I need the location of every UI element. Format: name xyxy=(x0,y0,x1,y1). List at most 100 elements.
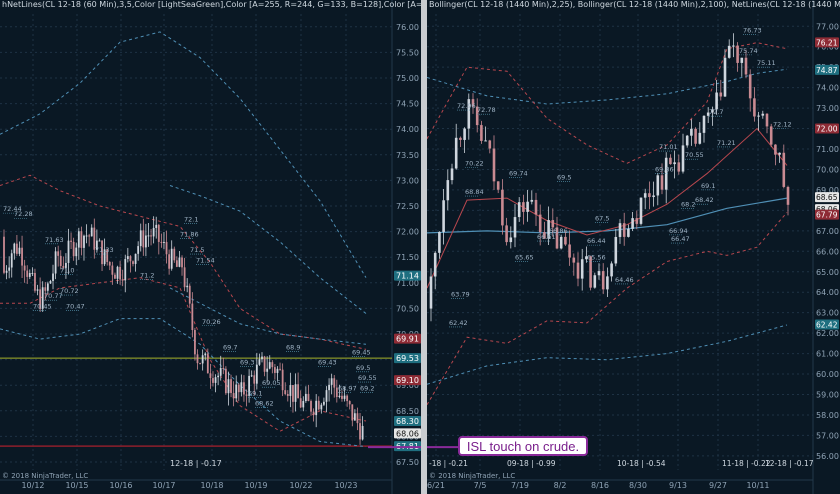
candle-body xyxy=(39,289,42,309)
x-tick-label: 8/30 xyxy=(629,481,647,490)
candle-body xyxy=(580,259,584,279)
candle-body xyxy=(551,220,555,228)
level-annotation: 63.79 xyxy=(451,290,470,298)
candle-body xyxy=(711,109,714,113)
candle-body xyxy=(8,267,11,271)
y-tick-label: 58.00 xyxy=(816,411,839,420)
candle-body xyxy=(281,369,284,391)
price-label: 69.10 xyxy=(396,376,419,385)
price-label: 69.91 xyxy=(396,335,419,344)
candle-body xyxy=(145,235,147,248)
candle-body xyxy=(606,276,609,290)
y-tick-label: 74.50 xyxy=(396,100,419,109)
level-annotation: 65.65 xyxy=(515,253,534,261)
level-annotation: 71.0 xyxy=(60,267,74,275)
candle-body xyxy=(359,423,361,440)
level-annotation: 69.43 xyxy=(318,359,337,367)
y-tick-label: 74.00 xyxy=(396,125,419,134)
candle-body xyxy=(232,393,235,399)
candle-body xyxy=(631,218,634,229)
y-tick-label: 71.00 xyxy=(816,145,839,154)
candle-body xyxy=(576,262,580,279)
copyright-label: © 2018 NinjaTrader, LLC xyxy=(2,472,88,480)
candle-body xyxy=(204,353,207,356)
y-tick-label: 70.50 xyxy=(396,304,419,313)
candle-body xyxy=(652,195,655,198)
candle-body xyxy=(660,175,664,190)
level-annotation: 69.1 xyxy=(248,389,262,397)
y-tick-label: 67.50 xyxy=(396,458,419,467)
price-label-bg xyxy=(394,428,421,439)
candle-body xyxy=(618,223,622,237)
level-annotation: 66.94 xyxy=(669,227,688,235)
candle-body xyxy=(209,373,212,379)
candle-body xyxy=(268,362,271,369)
price-label: 74.87 xyxy=(816,66,838,75)
bollinger-band xyxy=(0,277,367,432)
contract-label: 12-18 | -0.17 xyxy=(170,459,222,468)
bollinger-band xyxy=(427,324,788,385)
candle-body xyxy=(438,231,441,253)
candle-body xyxy=(480,125,483,141)
candle-body xyxy=(126,256,129,260)
y-tick-label: 71.50 xyxy=(396,253,419,262)
x-tick-label: 6/21 xyxy=(427,481,445,490)
level-annotation: 72.44 xyxy=(3,205,22,213)
left-chart-pane[interactable]: 76.00 75.50 75.00 74.50 74.00 73.50 73.00 72.50… xyxy=(0,0,421,494)
level-annotation: 69.5 xyxy=(557,174,571,182)
candle-body xyxy=(627,228,630,237)
level-annotation: 69.45 xyxy=(352,348,371,356)
right-chart: 77.0076.0075.0074.0073.0072.0071.0070.00… xyxy=(427,0,839,494)
level-annotation: 72.7 xyxy=(709,108,723,116)
candle-body xyxy=(330,378,333,385)
level-annotation: 64.46 xyxy=(615,276,634,284)
level-annotation: 62.42 xyxy=(449,319,468,327)
candle-body xyxy=(155,224,158,228)
candle-body xyxy=(753,98,756,117)
x-tick-label: 9/13 xyxy=(669,481,687,490)
candle-body xyxy=(601,271,605,290)
candle-body xyxy=(559,236,563,249)
candle-body xyxy=(467,99,471,129)
candle-body xyxy=(333,378,336,388)
candle-body xyxy=(530,199,534,202)
right-chart-pane[interactable]: 77.0076.0075.0074.0073.0072.0071.0070.00… xyxy=(427,0,840,494)
candle-body xyxy=(49,280,52,284)
candle-body xyxy=(335,387,338,398)
y-tick-label: 59.00 xyxy=(816,390,839,399)
bollinger-band xyxy=(427,68,788,105)
price-label: 69.53 xyxy=(396,354,419,363)
price-label: 62.42 xyxy=(816,321,838,330)
candle-body xyxy=(103,249,106,265)
candle-body xyxy=(54,251,57,274)
candle-body xyxy=(237,384,240,393)
x-tick-label: 10/23 xyxy=(334,481,357,490)
level-annotation: 67.5 xyxy=(595,215,609,223)
candle-body xyxy=(284,390,287,395)
y-tick-label: 74.00 xyxy=(816,84,839,93)
x-tick-label: 7/19 xyxy=(511,481,529,490)
candle-body xyxy=(555,227,559,249)
candle-body xyxy=(23,265,26,271)
candle-body xyxy=(732,45,735,47)
pane-divider[interactable] xyxy=(421,0,427,494)
candle-body xyxy=(160,241,163,243)
contract-label: 12-18 | -0.17 xyxy=(765,459,814,468)
candle-body xyxy=(124,259,127,281)
candle-body xyxy=(323,401,325,405)
candle-body xyxy=(88,235,91,237)
price-label-bg xyxy=(394,416,421,427)
candle-body xyxy=(41,287,44,309)
level-annotation: 72.28 xyxy=(14,210,33,218)
y-tick-label: 66.00 xyxy=(816,247,839,256)
candle-body xyxy=(715,92,718,110)
candle-body xyxy=(258,359,261,365)
level-annotation: 71.5 xyxy=(190,246,204,254)
candle-body xyxy=(227,379,230,394)
candle-body xyxy=(614,236,618,264)
level-annotation: 68.2 xyxy=(681,200,695,208)
bollinger-band xyxy=(0,31,367,278)
candle-body xyxy=(353,413,356,421)
candle-body xyxy=(538,214,542,233)
candle-body xyxy=(673,162,676,165)
